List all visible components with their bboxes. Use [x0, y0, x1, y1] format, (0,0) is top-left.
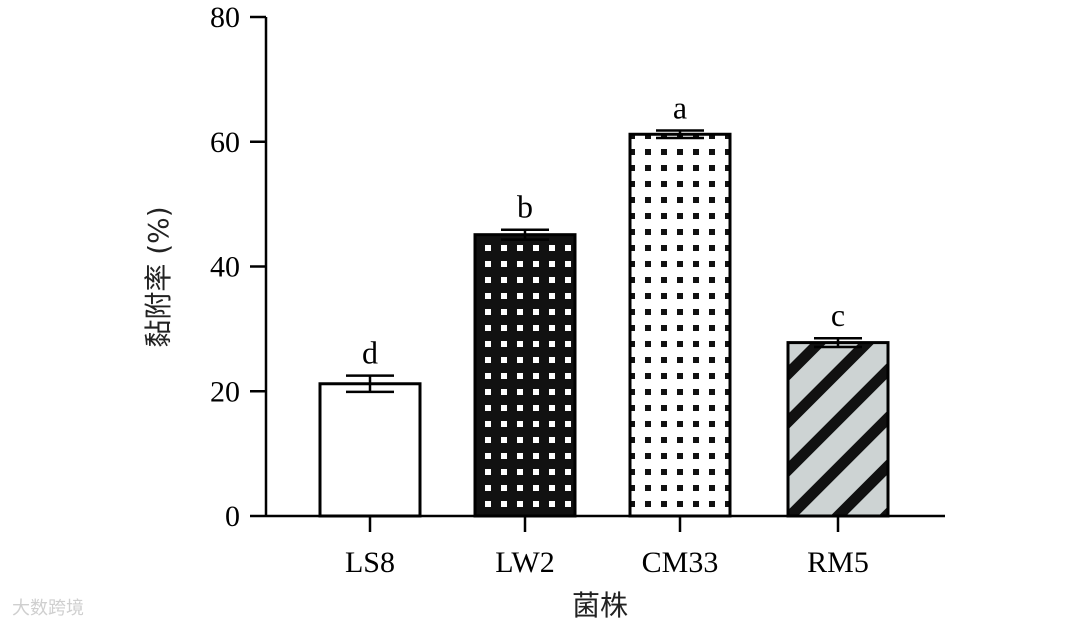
watermark: 大数跨境: [12, 598, 84, 619]
x-axis-title: 菌株: [572, 589, 628, 622]
y-tick-label-0: 0: [225, 500, 240, 533]
significance-label-cm33: a: [673, 90, 687, 126]
y-tick-label-40: 40: [210, 251, 240, 284]
x-tick-label-lw2: LW2: [495, 546, 554, 579]
y-tick-label-20: 20: [210, 375, 240, 408]
significance-label-rm5: c: [831, 297, 845, 333]
y-axis-title: 黏附率 (%): [142, 206, 175, 347]
significance-label-lw2: b: [517, 189, 533, 225]
x-tick-label-cm33: CM33: [642, 546, 719, 579]
x-tick-label-rm5: RM5: [807, 546, 869, 579]
y-tick-label-60: 60: [210, 126, 240, 159]
axes-layer: LS8 LW2 CM33 RM5 0 20 40 60 80: [210, 1, 945, 579]
bar-lw2: [473, 233, 577, 518]
bar-cm33: [628, 132, 732, 518]
x-tick-label-ls8: LS8: [345, 546, 395, 579]
bar-rm5: [786, 341, 890, 518]
y-tick-label-80: 80: [210, 1, 240, 34]
significance-label-ls8: d: [362, 335, 378, 371]
bars-layer: d b a c: [318, 90, 890, 518]
bar-ls8: [318, 382, 422, 518]
